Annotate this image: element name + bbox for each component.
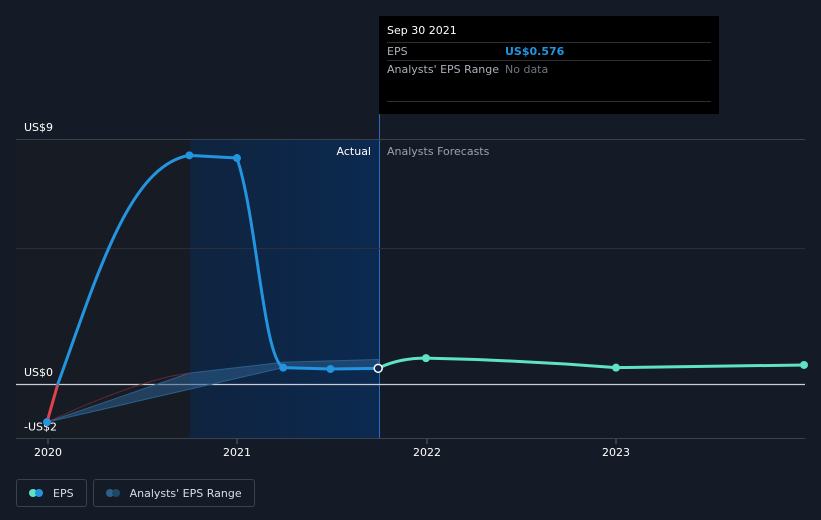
- series-layer: [42, 151, 808, 427]
- forecast-point[interactable]: [611, 363, 620, 372]
- eps-point[interactable]: [279, 363, 288, 372]
- legend-eps[interactable]: EPS: [16, 479, 87, 507]
- y-tick-label: US$0: [24, 366, 53, 379]
- chart-regions: [16, 114, 380, 439]
- tooltip-row-eps: EPS US$0.576: [387, 42, 711, 60]
- region-labels: Actual Analysts Forecasts: [337, 145, 490, 158]
- tooltip-eps-value: US$0.576: [505, 45, 565, 58]
- y-tick-label: -US$2: [24, 420, 57, 433]
- legend-range[interactable]: Analysts' EPS Range: [92, 479, 255, 507]
- legend-eps-label: EPS: [53, 486, 74, 500]
- x-tick-label: 2023: [602, 446, 630, 459]
- tooltip-range-value: No data: [505, 63, 549, 76]
- actual-region: [190, 139, 379, 439]
- legend-range-label: Analysts' EPS Range: [129, 486, 242, 500]
- forecast-label: Analysts Forecasts: [387, 145, 490, 158]
- eps-point[interactable]: [42, 418, 51, 427]
- x-tick-label: 2020: [34, 446, 62, 459]
- range-legend-icon: [105, 489, 122, 497]
- eps-point[interactable]: [232, 154, 241, 163]
- grid-lines: [16, 139, 805, 439]
- tooltip-date: Sep 30 2021: [387, 24, 457, 37]
- forecast-point[interactable]: [421, 354, 430, 363]
- tooltip-eps-label: EPS: [387, 45, 408, 58]
- forecast-line: [376, 356, 807, 370]
- eps-point[interactable]: [185, 151, 194, 160]
- eps-line: [56, 153, 380, 386]
- legend: EPS Analysts' EPS Range: [16, 479, 255, 507]
- tooltip-row-range: Analysts' EPS Range No data: [387, 60, 711, 78]
- tooltip-divider: [387, 101, 711, 102]
- y-tick-label: US$9: [24, 121, 53, 134]
- tooltip-range-label: Analysts' EPS Range: [387, 63, 500, 76]
- x-tick-label: 2021: [223, 446, 251, 459]
- x-tick-label: 2022: [413, 446, 441, 459]
- actual-label: Actual: [337, 145, 371, 158]
- tooltip: Sep 30 2021 EPS US$0.576 Analysts' EPS R…: [379, 16, 719, 114]
- eps-legend-icon: [29, 489, 45, 497]
- eps-point[interactable]: [326, 365, 335, 374]
- range-lower-edge: [46, 372, 190, 423]
- y-tick-labels: US$9 US$0 -US$2: [24, 121, 57, 433]
- forecast-point[interactable]: [800, 360, 808, 369]
- eps-negative-segment: [45, 382, 60, 424]
- eps-point-selected[interactable]: [373, 363, 383, 374]
- x-tick-labels: 2020 2021 2022 2023: [34, 439, 630, 459]
